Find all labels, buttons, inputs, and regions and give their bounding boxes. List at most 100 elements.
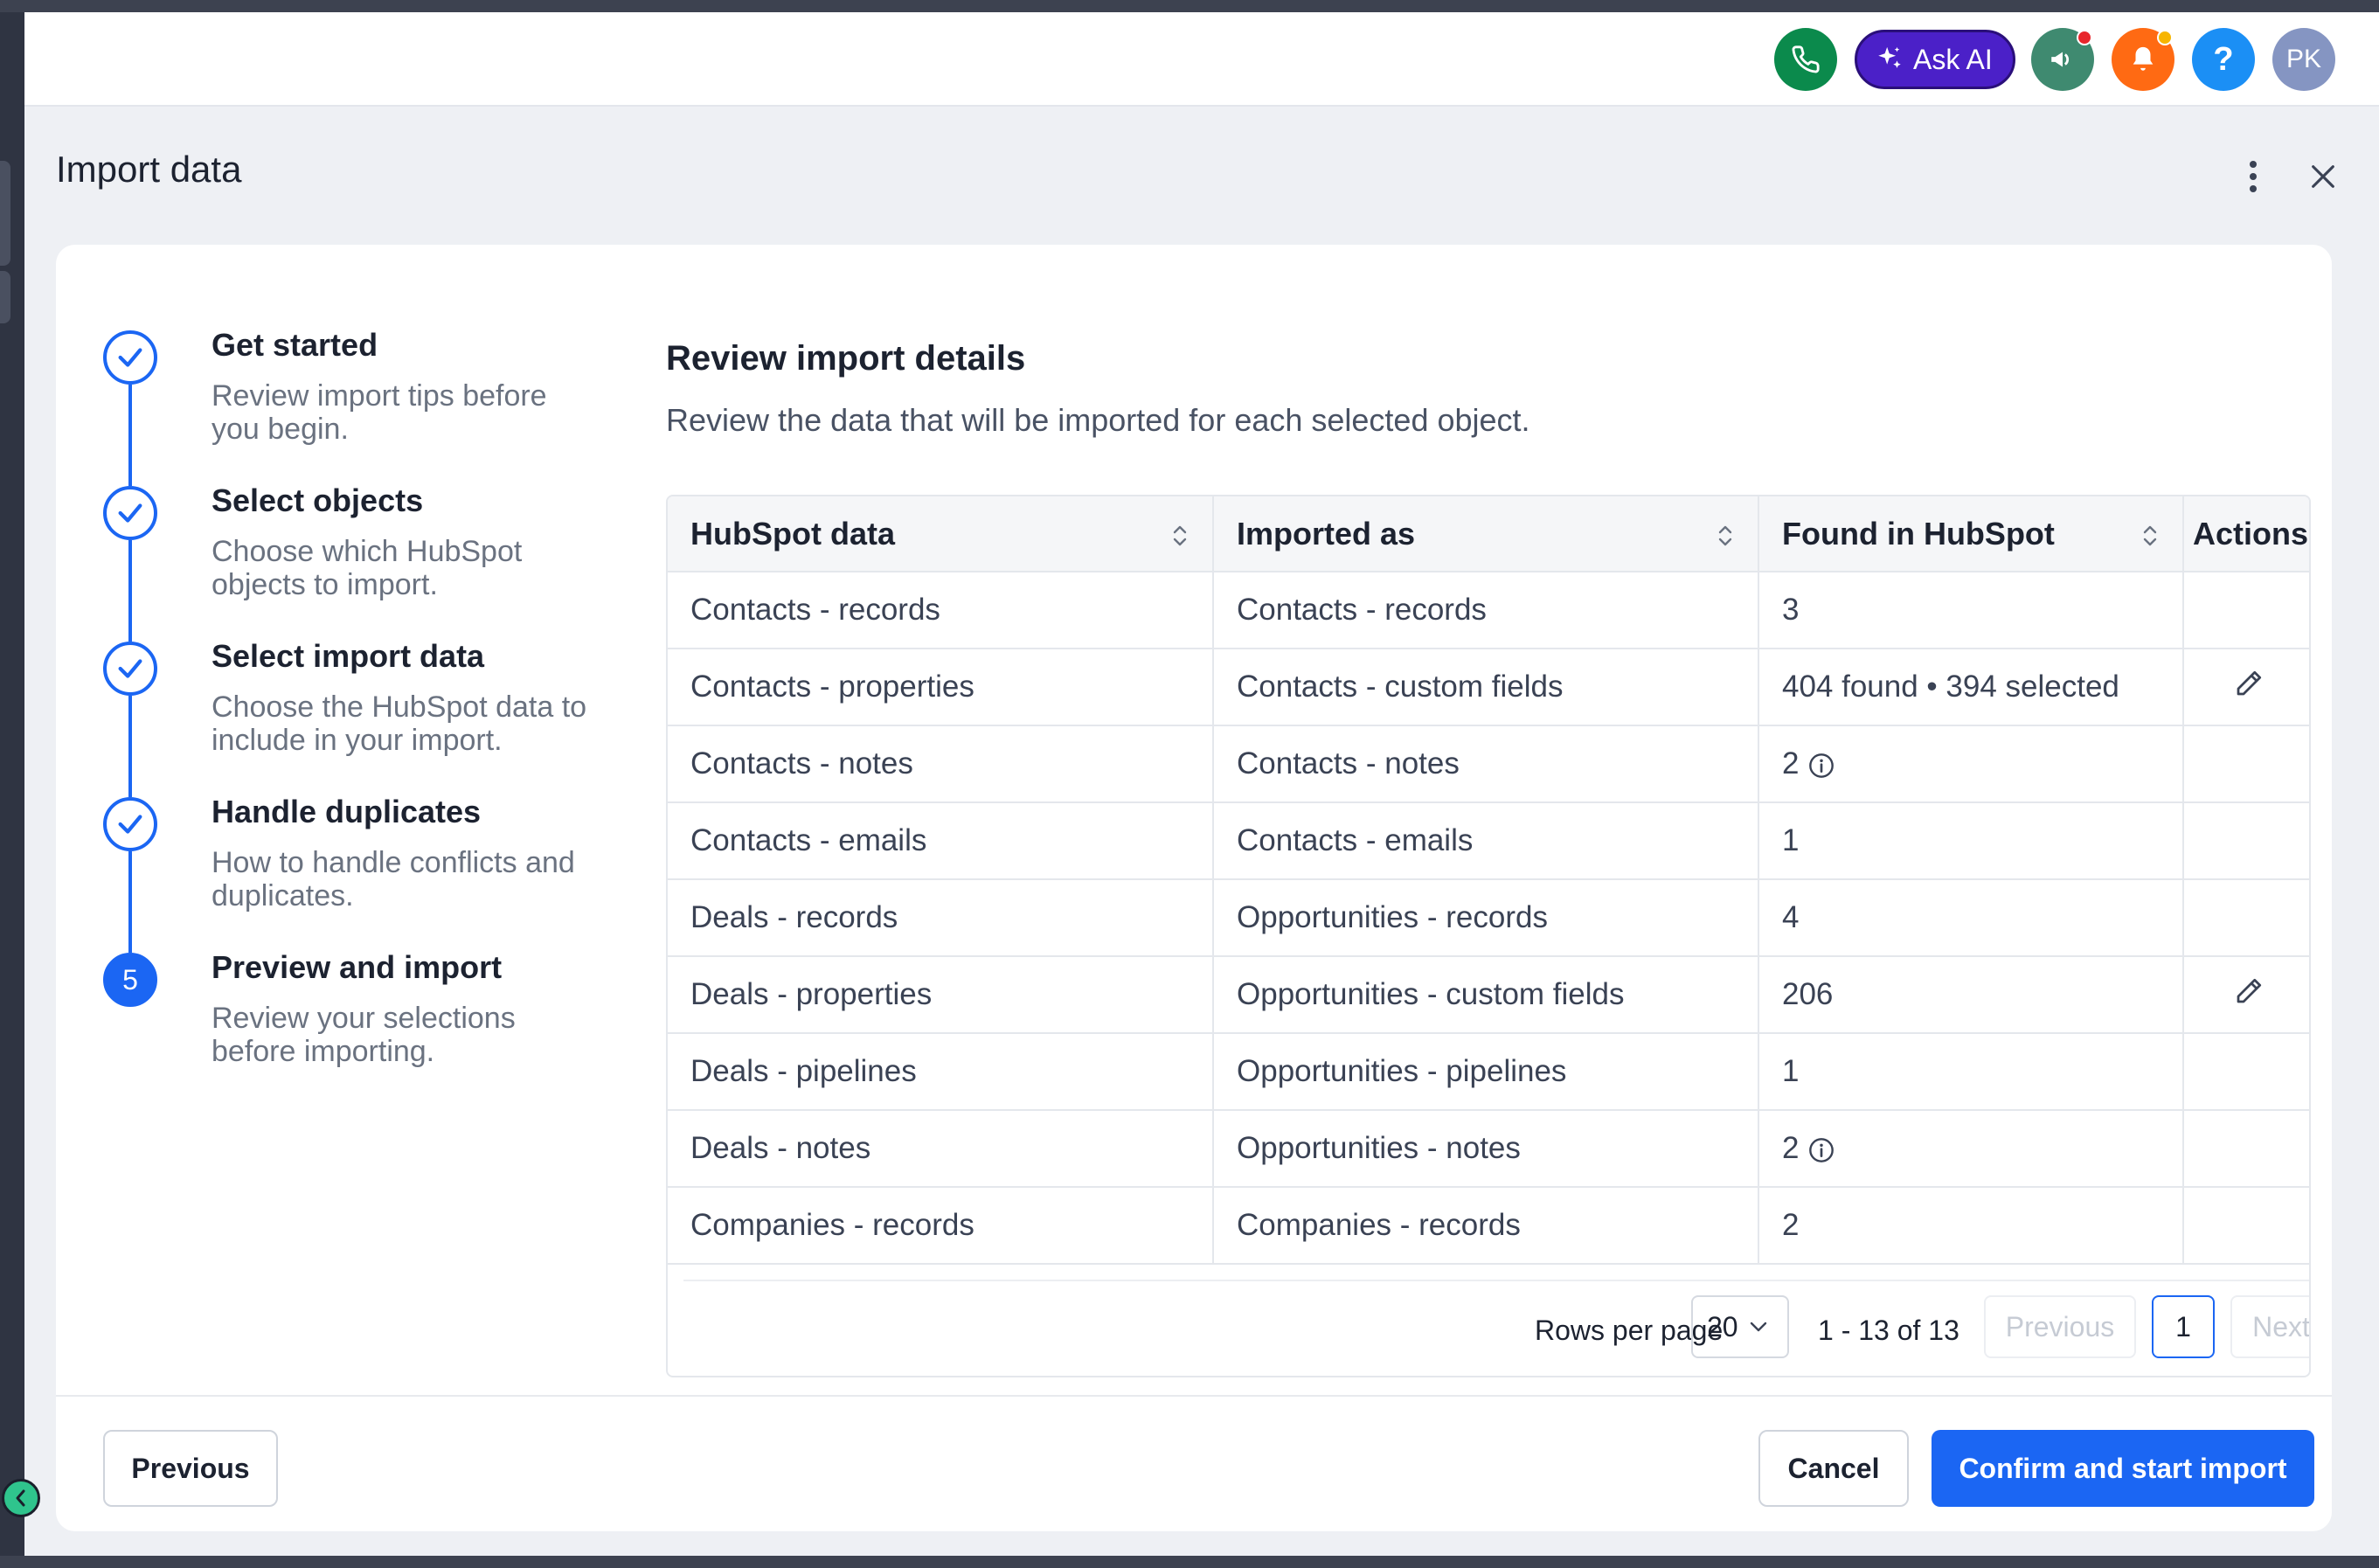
ask-ai-label: Ask AI [1913,43,1993,75]
column-label: HubSpot data [690,515,895,552]
help-label: ? [2213,40,2234,78]
step-connector [128,385,132,486]
table-header-row: HubSpot data Imported as Found in HubSpo… [668,496,2309,572]
cell-found-in-hubspot: 1 [1758,1033,2184,1111]
step-connector [128,851,132,953]
cell-hubspot-data: Deals - notes [668,1110,1214,1188]
cell-found-in-hubspot: 1 [1758,802,2184,880]
cell-actions [2183,649,2309,726]
table-row: Contacts - records Contacts - records 3 [668,572,2309,649]
section-subtitle: Review the data that will be imported fo… [666,402,1530,438]
cell-found-in-hubspot: 4 [1758,879,2184,957]
cell-imported-as: Opportunities - pipelines [1213,1033,1759,1111]
info-icon[interactable] [1807,1136,1835,1164]
section-title: Review import details [666,339,1026,378]
cell-found-in-hubspot: 3 [1758,572,2184,649]
cell-hubspot-data: Contacts - notes [668,725,1214,803]
table-row: Deals - records Opportunities - records 4 [668,879,2309,957]
previous-page-button[interactable]: Previous [1984,1295,2136,1358]
column-label: Actions [2193,515,2309,552]
pencil-icon[interactable] [2233,975,2265,1007]
step-title: Select import data [212,638,485,674]
rows-per-page-select[interactable]: 20 [1691,1295,1789,1358]
app-sidebar-strip [0,12,24,1556]
ask-ai-button[interactable]: Ask AI [1855,30,2015,89]
previous-button[interactable]: Previous [103,1430,278,1507]
step-description: Review your selections before importing. [212,1002,516,1068]
cell-imported-as: Contacts - notes [1213,725,1759,803]
sparkle-icon [1878,46,1901,68]
cell-hubspot-data: Deals - records [668,879,1214,957]
cell-hubspot-data: Deals - properties [668,956,1214,1034]
column-header-found-in-hubspot[interactable]: Found in HubSpot [1758,496,2184,572]
check-icon [103,797,157,851]
megaphone-icon[interactable] [2031,28,2094,91]
found-value: 2 [1782,746,1800,781]
sort-icon[interactable] [1170,523,1190,549]
table-row: Contacts - properties Contacts - custom f… [668,649,2309,726]
step-title: Get started [212,327,378,363]
column-header-actions: Actions [2183,496,2309,572]
cell-actions [2183,802,2309,880]
step-description: How to handle conflicts and duplicates. [212,846,575,912]
bell-icon[interactable] [2112,28,2174,91]
phone-icon[interactable] [1774,28,1837,91]
cell-actions [2183,956,2309,1034]
table-row: Contacts - notes Contacts - notes 2 [668,725,2309,803]
cell-hubspot-data: Deals - pipelines [668,1033,1214,1111]
found-value: 206 [1782,977,1834,1011]
table-row: Deals - notes Opportunities - notes 2 [668,1110,2309,1188]
cell-hubspot-data: Contacts - properties [668,649,1214,726]
confirm-import-button[interactable]: Confirm and start import [1932,1430,2314,1507]
cell-actions [2183,1033,2309,1111]
cell-imported-as: Opportunities - records [1213,879,1759,957]
table-row: Companies - records Companies - records 2 [668,1187,2309,1265]
check-icon [103,486,157,540]
step-connector [128,540,132,642]
table-row: Deals - properties Opportunities - custom… [668,956,2309,1034]
sort-icon[interactable] [2140,523,2160,549]
found-value: 2 [1782,1208,1800,1242]
column-header-hubspot-data[interactable]: HubSpot data [668,496,1214,572]
import-details-table: HubSpot data Imported as Found in HubSpo… [666,495,2311,1377]
step-description: Review import tips before you begin. [212,379,547,446]
notification-dot [2157,30,2173,45]
cell-imported-as: Companies - records [1213,1187,1759,1265]
notification-dot [2077,30,2092,45]
cell-imported-as: Contacts - records [1213,572,1759,649]
sidebar-nub [0,271,10,323]
cell-actions [2183,572,2309,649]
next-page-button[interactable]: Next [2230,1295,2309,1358]
found-value: 1 [1782,823,1800,857]
table-row: Deals - pipelines Opportunities - pipelin… [668,1033,2309,1111]
table-row: Contacts - emails Contacts - emails 1 [668,802,2309,880]
footer-divider [56,1395,2332,1397]
step-title: Select objects [212,482,424,518]
found-value: 1 [1782,1054,1800,1088]
cell-found-in-hubspot: 2 [1758,1110,2184,1188]
pagination-bar: Rows per page 20 1 - 13 of 13 Previous 1… [683,1280,2309,1376]
page-title: Import data [56,149,242,190]
collapse-sidebar-button[interactable] [2,1479,40,1517]
cell-imported-as: Contacts - custom fields [1213,649,1759,726]
cell-found-in-hubspot: 206 [1758,956,2184,1034]
found-value: 4 [1782,900,1800,934]
avatar[interactable]: PK [2272,28,2335,91]
close-icon[interactable] [2297,150,2349,203]
page-number-button[interactable]: 1 [2152,1295,2215,1358]
sort-icon[interactable] [1716,523,1735,549]
step-connector [128,696,132,797]
cancel-button[interactable]: Cancel [1758,1430,1909,1507]
top-bar: Ask AI ? PK [24,12,2379,107]
info-icon[interactable] [1807,752,1835,780]
step-description: Choose the HubSpot data to include in yo… [212,690,587,757]
cell-actions [2183,1187,2309,1265]
column-header-imported-as[interactable]: Imported as [1213,496,1759,572]
sidebar-nub [0,161,10,266]
cell-actions [2183,879,2309,957]
cell-imported-as: Contacts - emails [1213,802,1759,880]
chevron-down-icon [1750,1322,1766,1332]
pencil-icon[interactable] [2233,668,2265,699]
more-options-icon[interactable] [2236,150,2271,203]
help-icon[interactable]: ? [2192,28,2255,91]
